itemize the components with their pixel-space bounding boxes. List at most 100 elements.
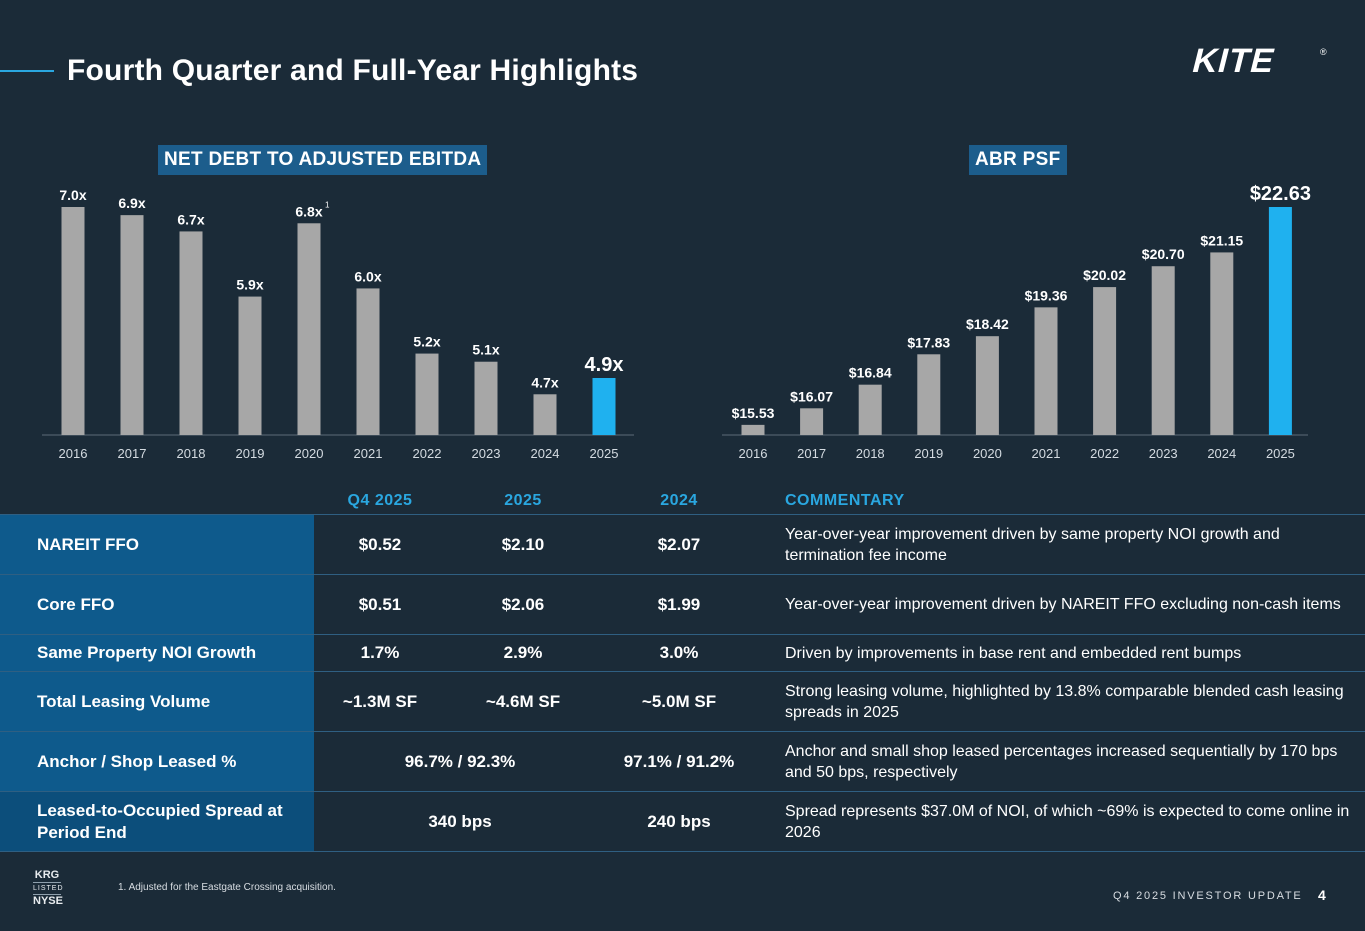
column-header-commentary: COMMENTARY — [785, 492, 905, 509]
bar-2016 — [61, 207, 85, 435]
fy-2024-value: $2.07 — [657, 534, 701, 554]
fy-2025-value: $2.10 — [501, 534, 545, 554]
bar-2022 — [415, 353, 439, 435]
row-label: Anchor / Shop Leased % — [0, 732, 314, 791]
x-tick-2023: 2023 — [1149, 446, 1178, 461]
row-label: Same Property NOI Growth — [0, 635, 314, 671]
x-tick-2022: 2022 — [413, 446, 442, 461]
data-label-2025: $22.63 — [1250, 183, 1311, 205]
data-label-2018: $16.84 — [849, 365, 892, 381]
fy-2024-value: 97.1% / 91.2% — [623, 751, 735, 771]
data-label-2023: $20.70 — [1142, 246, 1185, 262]
x-tick-2017: 2017 — [797, 446, 826, 461]
column-header-2025: 2025 — [504, 492, 542, 509]
data-label-2024: 4.7x — [531, 374, 558, 390]
column-header-2024: 2024 — [660, 492, 698, 509]
data-label-2023: 5.1x — [472, 342, 499, 358]
column-header-q4-2025: Q4 2025 — [347, 492, 413, 509]
footnote-marker: 1 — [325, 200, 330, 209]
exchange-name: NYSE — [33, 895, 63, 907]
bar-2020 — [297, 223, 321, 435]
x-tick-2016: 2016 — [739, 446, 768, 461]
fy-2025-value: $2.06 — [501, 594, 545, 614]
commentary-text: Spread represents $37.0M of NOI, of whic… — [785, 802, 1350, 841]
data-label-2024: $21.15 — [1200, 232, 1243, 248]
debt-chart-title: NET DEBT TO ADJUSTED EBITDA — [158, 145, 488, 175]
bar-2023 — [474, 361, 498, 435]
x-tick-2016: 2016 — [59, 446, 88, 461]
commentary-text: Driven by improvements in base rent and … — [785, 644, 1242, 662]
x-tick-2018: 2018 — [856, 446, 885, 461]
row-label: Core FFO — [0, 575, 314, 634]
bar-2021 — [356, 288, 380, 435]
net-debt-bar-chart: 7.0x 2016 6.9x 2017 6.7x 2018 5.9x 2019 6.8x 1 202… — [42, 187, 634, 461]
row-label: NAREIT FFO — [0, 515, 314, 574]
x-tick-2021: 2021 — [1032, 446, 1061, 461]
bar-2018 — [858, 384, 882, 435]
q4-and-fy-2025-value: 96.7% / 92.3% — [404, 751, 516, 771]
x-tick-2020: 2020 — [973, 446, 1002, 461]
x-tick-2025: 2025 — [590, 446, 619, 461]
exchange-ticker: KRG — [34, 869, 60, 881]
data-label-2022: 5.2x — [413, 334, 440, 350]
x-tick-2020: 2020 — [295, 446, 324, 461]
data-label-2017: 6.9x — [118, 195, 145, 211]
data-label-2020: 6.8x — [295, 203, 322, 219]
data-label-2025: 4.9x — [585, 354, 624, 376]
page-title: Fourth Quarter and Full-Year Highlights — [67, 54, 639, 87]
x-tick-2023: 2023 — [472, 446, 501, 461]
bar-2022 — [1093, 287, 1117, 435]
exchange-listing-badge: KRG LISTED NYSE — [33, 869, 63, 908]
bar-2017 — [800, 408, 824, 435]
x-tick-2024: 2024 — [1207, 446, 1236, 461]
data-label-2017: $16.07 — [790, 388, 833, 404]
x-tick-2022: 2022 — [1090, 446, 1119, 461]
x-tick-2019: 2019 — [914, 446, 943, 461]
x-tick-2024: 2024 — [531, 446, 560, 461]
q4-2025-value: $0.51 — [358, 594, 402, 614]
table-row: Same Property NOI Growth 1.7% 2.9% 3.0% … — [0, 635, 1365, 672]
q4-2025-value: $0.52 — [358, 534, 402, 554]
q4-and-fy-2025-value: 340 bps — [428, 811, 492, 831]
commentary-text: Anchor and small shop leased percentages… — [785, 742, 1338, 781]
x-tick-2018: 2018 — [177, 446, 206, 461]
fy-2024-value: $1.99 — [657, 594, 701, 614]
bar-2023 — [1151, 266, 1175, 435]
bar-2021 — [1034, 307, 1058, 435]
title-accent-rule — [0, 70, 54, 72]
q4-2025-value: ~1.3M SF — [342, 691, 418, 711]
commentary-text: Strong leasing volume, highlighted by 13… — [785, 682, 1344, 721]
x-tick-2025: 2025 — [1266, 446, 1295, 461]
page-number: 4 — [1318, 887, 1326, 903]
fy-2024-value: 3.0% — [659, 643, 699, 662]
bar-2024 — [533, 394, 557, 435]
data-label-2022: $20.02 — [1083, 267, 1126, 283]
exchange-listed-label: LISTED — [33, 882, 63, 895]
bar-2025 — [592, 378, 616, 435]
row-label: Total Leasing Volume — [0, 672, 314, 731]
data-label-2021: $19.36 — [1025, 287, 1068, 303]
logo-text: KITE — [1189, 42, 1280, 76]
q4-2025-value: 1.7% — [360, 643, 400, 662]
table-row: Total Leasing Volume ~1.3M SF ~4.6M SF ~… — [0, 672, 1365, 732]
fy-2024-value: ~5.0M SF — [641, 691, 717, 711]
data-label-2016: 7.0x — [59, 187, 86, 203]
table-row: NAREIT FFO $0.52 $2.10 $2.07 Year-over-y… — [0, 514, 1365, 575]
commentary-text: Year-over-year improvement driven by NAR… — [785, 596, 1341, 613]
bar-2016 — [741, 424, 765, 435]
fy-2024-value: 240 bps — [647, 811, 711, 831]
bar-2017 — [120, 215, 144, 435]
logo-registered-mark: ® — [1320, 47, 1327, 57]
x-tick-2017: 2017 — [118, 446, 147, 461]
bar-2018 — [179, 231, 203, 435]
x-tick-2021: 2021 — [354, 446, 383, 461]
fy-2025-value: 2.9% — [503, 643, 543, 662]
bar-2025 — [1268, 207, 1292, 435]
bar-2019 — [238, 296, 262, 435]
data-label-2020: $18.42 — [966, 316, 1009, 332]
table-row: Core FFO $0.51 $2.06 $1.99 Year-over-yea… — [0, 575, 1365, 635]
data-label-2019: 5.9x — [236, 277, 263, 293]
bar-2020 — [975, 336, 999, 435]
bar-2019 — [917, 354, 941, 435]
fy-2025-value: ~4.6M SF — [485, 691, 561, 711]
